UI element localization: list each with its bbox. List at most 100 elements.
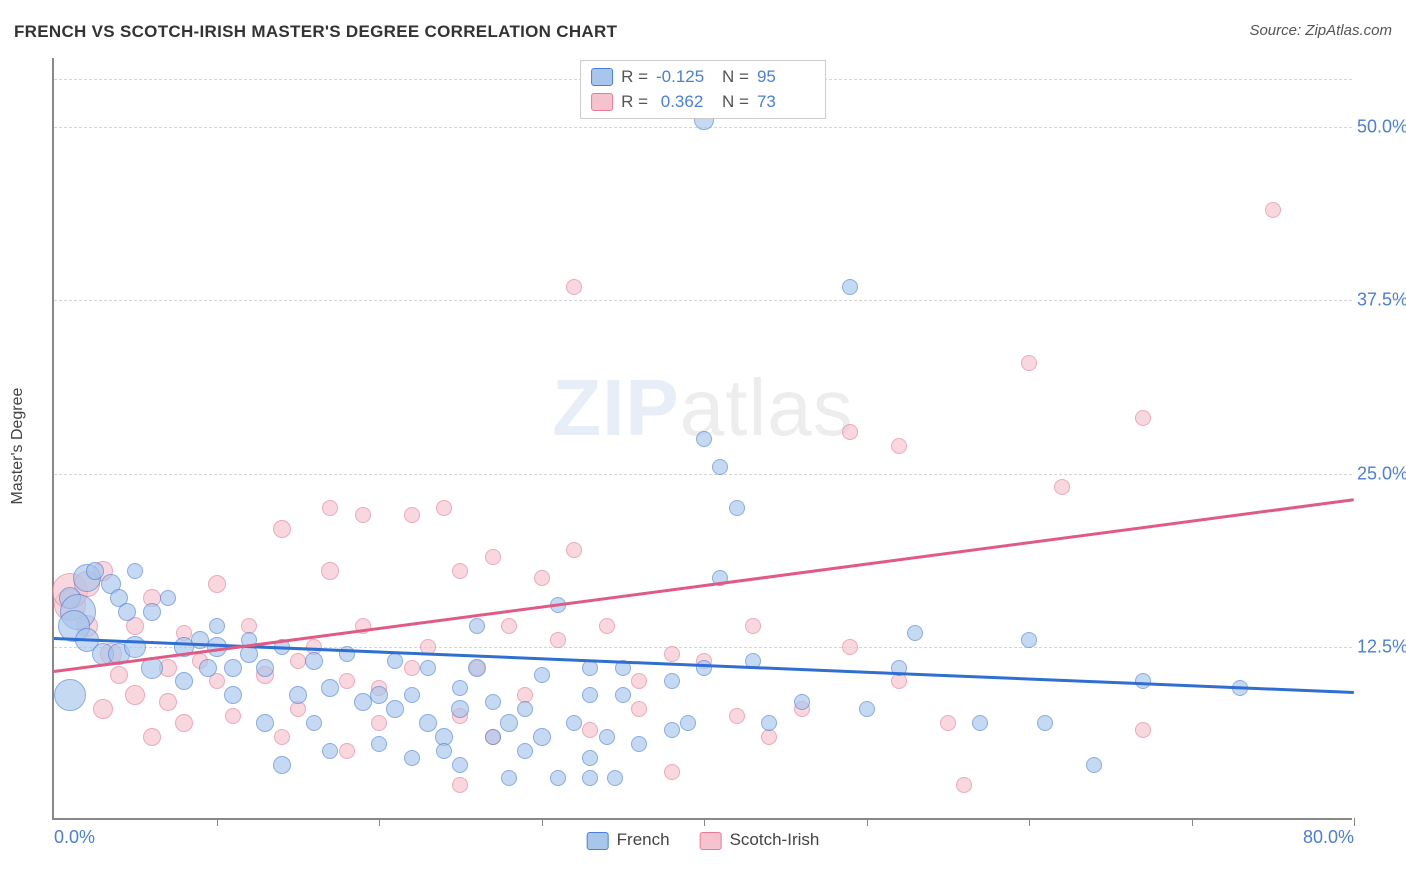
french-point: [794, 694, 810, 710]
x-tick: [1354, 818, 1355, 826]
french-point: [419, 714, 437, 732]
french-point: [582, 750, 598, 766]
scotch-irish-point: [371, 715, 387, 731]
scotch-irish-point: [566, 279, 582, 295]
french-point: [305, 652, 323, 670]
french-point: [160, 590, 176, 606]
french-point: [306, 715, 322, 731]
x-tick: [542, 818, 543, 826]
french-point: [420, 660, 436, 676]
x-tick: [1029, 818, 1030, 826]
french-point: [256, 714, 274, 732]
scotch-irish-point: [956, 777, 972, 793]
x-tick: [1192, 818, 1193, 826]
french-point: [209, 618, 225, 634]
scotch-irish-point: [110, 666, 128, 684]
scotch-irish-point: [566, 542, 582, 558]
scotch-irish-point: [452, 777, 468, 793]
french-point: [859, 701, 875, 717]
french-point: [452, 680, 468, 696]
french-point: [631, 736, 647, 752]
scotch-irish-point: [339, 673, 355, 689]
french-point: [371, 736, 387, 752]
scotch-irish-point: [631, 673, 647, 689]
y-tick-label: 37.5%: [1357, 290, 1406, 311]
chart-title: FRENCH VS SCOTCH-IRISH MASTER'S DEGREE C…: [14, 22, 617, 42]
scotch-irish-point: [664, 646, 680, 662]
series-legend: French Scotch-Irish: [587, 830, 820, 850]
french-point: [289, 686, 307, 704]
scotch-irish-point: [93, 699, 113, 719]
scotch-irish-point: [1054, 479, 1070, 495]
scotch-irish-point: [550, 632, 566, 648]
french-point: [224, 659, 242, 677]
french-point: [273, 756, 291, 774]
french-point: [582, 770, 598, 786]
french-point: [199, 659, 217, 677]
x-tick: [704, 818, 705, 826]
scotch-irish-point: [175, 714, 193, 732]
french-point: [907, 625, 923, 641]
french-point: [452, 757, 468, 773]
french-point: [761, 715, 777, 731]
scotch-irish-point: [501, 618, 517, 634]
french-point: [468, 659, 486, 677]
scotch-irish-point: [321, 562, 339, 580]
scotch-irish-point: [745, 618, 761, 634]
scotch-irish-point: [339, 743, 355, 759]
x-tick: [379, 818, 380, 826]
source-label: Source: ZipAtlas.com: [1249, 22, 1392, 39]
scotch-irish-point: [355, 507, 371, 523]
scotch-irish-point: [940, 715, 956, 731]
scotch-irish-point: [404, 660, 420, 676]
x-tick: [867, 818, 868, 826]
scotch-irish-point: [631, 701, 647, 717]
french-point: [321, 679, 339, 697]
scotch-irish-point: [485, 549, 501, 565]
scotch-irish-point: [1135, 722, 1151, 738]
french-point: [599, 729, 615, 745]
french-point: [972, 715, 988, 731]
french-point: [517, 701, 533, 717]
french-point: [712, 459, 728, 475]
y-tick-label: 25.0%: [1357, 463, 1406, 484]
scotch-irish-point: [322, 500, 338, 516]
french-point: [696, 431, 712, 447]
y-axis-label: Master's Degree: [9, 388, 27, 505]
scotch-irish-point: [274, 729, 290, 745]
scotch-irish-point: [1021, 355, 1037, 371]
plot-area: ZIPatlas 12.5%25.0%37.5%50.0% 0.0% 80.0%…: [52, 58, 1352, 820]
scotch-irish-point: [1265, 202, 1281, 218]
french-point: [451, 700, 469, 718]
french-point: [175, 672, 193, 690]
scotch-irish-point: [729, 708, 745, 724]
french-point: [404, 750, 420, 766]
french-point: [664, 673, 680, 689]
french-point: [436, 743, 452, 759]
french-point: [566, 715, 582, 731]
french-point: [386, 700, 404, 718]
scotch-irish-point: [842, 639, 858, 655]
french-point: [501, 770, 517, 786]
scotch-irish-point: [290, 653, 306, 669]
scotch-irish-point: [273, 520, 291, 538]
scotch-irish-point: [404, 507, 420, 523]
scotch-irish-point: [842, 424, 858, 440]
french-point: [729, 500, 745, 516]
scotch-irish-point: [582, 722, 598, 738]
gridline: [54, 300, 1352, 301]
scotch-irish-point: [436, 500, 452, 516]
scotch-irish-point: [891, 673, 907, 689]
french-point: [534, 667, 550, 683]
correlation-legend: R =-0.125 N =95 R = 0.362 N =73: [580, 60, 826, 119]
french-point: [387, 653, 403, 669]
scotch-irish-point: [225, 708, 241, 724]
french-point: [550, 770, 566, 786]
french-point: [485, 694, 501, 710]
french-point: [517, 743, 533, 759]
french-point: [86, 562, 104, 580]
scotch-irish-point: [664, 764, 680, 780]
french-point: [664, 722, 680, 738]
french-point: [404, 687, 420, 703]
scotch-irish-point: [159, 693, 177, 711]
